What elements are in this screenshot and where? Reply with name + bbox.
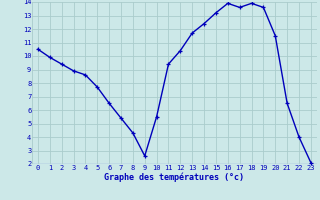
X-axis label: Graphe des températures (°c): Graphe des températures (°c) <box>104 172 244 182</box>
